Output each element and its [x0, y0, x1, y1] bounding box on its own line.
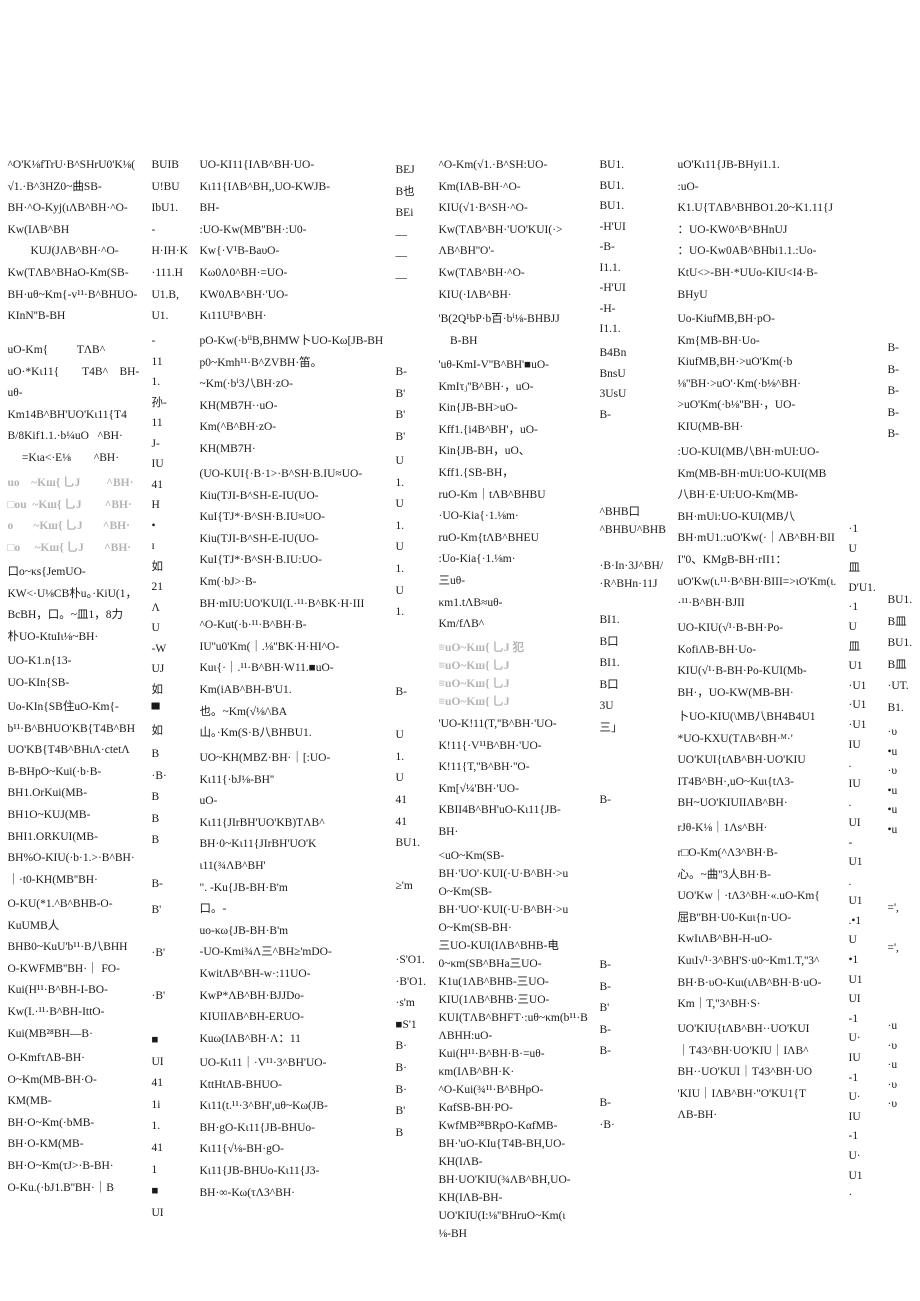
text-block: ^BHB口 ^BHBU^BHB ·B·In·3J^BH/ ·R^BHn·11J [599, 506, 666, 590]
text-block: Uo-KiufMB,BH·pO- Km{MB-BH·Uo- KiufMB,BH·… [677, 313, 802, 433]
text-block: :UO-KUI(MB八BH·mUI:UO- Km(MB-BH·mUi:UO-KU… [677, 446, 837, 610]
text-block: O-KmfτΛB-BH· O~Km(MB-BH·O- KM(MB- BH·O~K… [7, 1052, 114, 1194]
text-block: ^O-Km(√1.·B^SH:UO- Km(IΛB-BH·^O- KIU(√1·… [438, 159, 563, 301]
text-block: UO'KIU{tΛB^BH··UO'KUI ｜T43^BH·UO'KIU｜IΛB… [677, 1023, 813, 1122]
text-block: UO-KIU(√¹·B-BH·Po- KofiΛB-BH·Uo- KIU(√¹·… [677, 622, 807, 699]
text-block: (UO-KUI{·B·1>·B^SH·B.IU≈UO- Kiu(TJI-B^SH… [199, 468, 365, 740]
text-block: 卜UO-KIU(\MB八BH4B4U1 *UO-KXU(TΛB^BH·ᴹ·' U… [677, 711, 816, 810]
text-block: UO-KI11{IΛB^BH·UO- Kι11{IΛB^BH,,UO-KWJB-… [199, 159, 331, 323]
text-block: BU1. BU1. BU1. -H'UI -B- I1.1. -H'UI -H-… [599, 159, 626, 335]
text-block: <uO~Km(SB- BH·'UO'·KUI(·U·B^BH·>u O~Km(S… [438, 850, 588, 1240]
text-block: UO-K1.n{13- UO-KIn{SB- [7, 655, 72, 689]
text-block: B- B- B' B- B- [599, 959, 612, 1058]
text-block: ·υ •u ·υ •u •u •u =', =', ·u ·υ ·u ·υ ·υ [887, 726, 899, 1111]
text-block: B- U 1. U 41 41 BU1. ≥'m [395, 686, 421, 893]
text-block: pO-Kw(·bⁱⁱB,BHMW卜UO-Kω[JB-BH p0~Kmh¹¹·B^… [199, 335, 384, 455]
text-block: ·1 U 皿 D'U1. ·1 U 皿 U1 ·U1 ·U1 ·U1 IU . … [848, 523, 876, 1202]
text-block: B- ·B· [599, 1097, 615, 1131]
text-block: BU1. B皿 BU1. B皿 ·UT. B1. [887, 594, 913, 714]
text-block: uO'Kι11{JB-BHyi1.1. :uO- K1.U{TΛB^BHBO1.… [677, 159, 833, 301]
faded-watermark-text: ≡uO~Kш{ 乚J 犯 ≡uO~Kш{ 乚J ≡uO~Kш{ 乚J ≡uO~K… [438, 642, 525, 708]
text-block: Uo-KIn{SB住uO-Km{- b¹¹·B^BHUO'KB{T4B^BH U… [7, 701, 136, 886]
text-block: UO~KH(MBZ·BH·｜[:UO- Kι11{·bJ⅛-BH'' uO- K… [199, 752, 332, 1045]
text-block: rJθ-K⅛｜1Λs^BH· [677, 822, 768, 834]
text-block: O-KU(*1.^B^BHB-O- KuUMB人 BHB0~KuU'b¹¹·B八… [7, 898, 128, 1040]
text-block: B- B- B- B- B- [887, 342, 900, 441]
text-block: ·S'O1. ·B'O1. ·s'm ■S'1 B· B· B· B' B [395, 954, 427, 1139]
text-block: 'uθ-KmI-V''B^BH'■uO- KmIτⱼ''B^BH·，uO- Ki… [438, 359, 549, 631]
text-block: 'UO-K!11(T,''B^BH·'UO- K!11{·V¹¹B^BH·'UO… [438, 718, 561, 838]
text-block: B- [599, 794, 612, 806]
text-block: B ·B· B B B B- [151, 748, 167, 890]
text-block: B4Bn BnsU 3UsU B- [599, 347, 627, 421]
text-block: ■ UI 41 1i 1. 41 1 ■ UI [151, 1034, 164, 1219]
text-block: BUIB U!BU IbU1. - H·IH·K ·111.H U1.B, U1… [151, 159, 188, 323]
text-block: uO-Km{ TΛB^ uO·*Kι11{ T4B^ BH- uθ- Km14B… [7, 344, 140, 464]
text-block: r□O-Km(^Λ3^BH·B- 心。~曲''3人BH·B- UO'Kw｜·tΛ… [677, 847, 822, 1011]
text-block: UO-Kι11｜·V¹¹·3^BH'UO- KttHtΛB-BHUO- Kι11… [199, 1057, 328, 1199]
text-block: 口o~κs{JemUO- KW<·U⅛CB朴u。·KiU(1， BcBH，口。~… [7, 566, 137, 643]
text-block: B- B' B' B' [395, 366, 408, 443]
text-block: - 11 1. 孙- 11 J- IU 41 H • ɪ 如 21 Λ U -W… [151, 335, 167, 737]
faded-watermark-text: uo ~Kш{ 乚J ^BH· □ou ~Kш{ 乚J ^BH· o ~Kш{ … [7, 477, 134, 554]
text-block: B' ·B' ·B' [151, 904, 166, 1003]
text-block: BEJ B也 BEi — — — [395, 164, 415, 284]
text-block: U 1. U 1. U 1. U 1. [395, 455, 405, 619]
text-block: ^O'K⅛fTrU·B^SHrU0'K⅛( √1.·B^3HZ0~曲SB- BH… [7, 159, 138, 323]
text-block: BI1. B口 BI1. B口 3U 三」 [599, 614, 623, 734]
text-block: 'B(2Q¹bP·b百·bⁱ⅛-BHBJJ B-BH [438, 313, 560, 347]
